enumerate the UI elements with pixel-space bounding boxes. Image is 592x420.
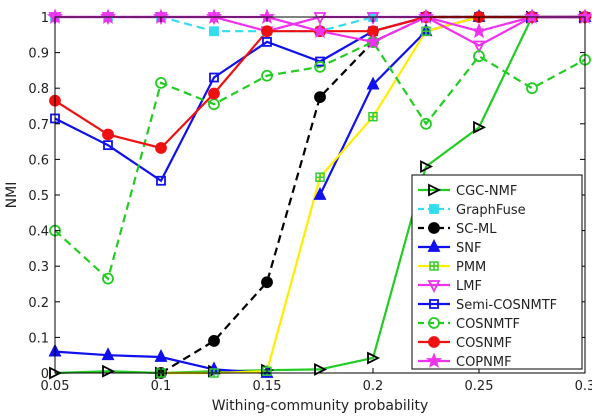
data-point-graphfuse [209, 26, 219, 37]
legend-marker-copnmf [425, 352, 443, 368]
legend-label-pmm: PMM [456, 260, 486, 275]
data-point-sc-ml [314, 91, 326, 103]
data-point-semi-cosnmtf [156, 175, 166, 186]
data-point-sc-ml [208, 335, 220, 347]
ticks-layer: 0.05 0.1 0.15 0.2 0.25 0.3 0 0.1 0.2 0.3 0.4 0.5 0.6… [28, 11, 592, 394]
data-point-semi-cosnmtf [262, 37, 272, 47]
y-tick-label: 0.8 [28, 82, 49, 97]
legend-marker-cgc-nmf [428, 183, 442, 197]
legend-marker-graphfuse [429, 204, 439, 214]
data-point-pmm [368, 111, 378, 122]
data-point-semi-cosnmtf [103, 140, 113, 151]
data-point-cosnmf [208, 87, 220, 100]
data-point-cosnmtf [314, 60, 326, 73]
legend-label-copnmf: COPNMF [456, 355, 512, 370]
data-point-pmm [315, 172, 325, 182]
y-axis-label: NMI [4, 182, 20, 209]
data-point-snf [313, 186, 327, 200]
data-point-cosnmf [261, 25, 273, 38]
legend: CGC-NMF GraphFuse SC-ML SNF PMM LMF Semi-COSNM… [411, 174, 583, 370]
data-point-snf [154, 348, 168, 362]
data-point-cgc-nmf [314, 362, 328, 376]
y-tick-label: 0.3 [28, 260, 49, 275]
data-point-copnmf [364, 33, 382, 49]
data-point-cosnmf [155, 142, 167, 154]
series-line-cgc-nmf [54, 15, 585, 375]
data-point-lmf [313, 12, 327, 26]
data-point-copnmf [417, 8, 435, 24]
x-tick-label: 0.25 [465, 379, 494, 394]
data-point-copnmf [523, 8, 541, 24]
y-tick-label: 0.7 [28, 118, 49, 133]
data-point-pmm [421, 26, 431, 36]
legend-label-graphfuse: GraphFuse [456, 203, 526, 218]
x-axis-label: Withing-community probability [212, 398, 429, 414]
x-tick-label: 0.15 [253, 379, 282, 394]
data-point-cgc-nmf [473, 120, 487, 134]
data-point-cosnmtf [261, 69, 273, 82]
y-tick-label: 0.4 [28, 225, 49, 240]
data-point-sc-ml [261, 276, 273, 289]
data-point-cosnmtf [526, 82, 538, 95]
x-tick-label: 0.1 [151, 379, 172, 394]
y-tick-label: 1 [41, 11, 49, 26]
y-tick-label: 0 [41, 367, 49, 382]
legend-label-lmf: LMF [456, 279, 482, 294]
data-point-copnmf [205, 8, 223, 24]
series-line-cosnmtf [54, 40, 586, 281]
legend-marker-cosnmf [428, 336, 440, 348]
data-point-lmf [472, 40, 486, 54]
data-point-cosnmtf [420, 117, 432, 130]
legend-marker-semi-cosnmtf [429, 299, 439, 309]
legend-label-sc-ml: SC-ML [456, 222, 497, 237]
data-point-cgc-nmf [420, 160, 434, 173]
data-point-cosnmf [102, 128, 114, 141]
legend-label-snf: SNF [456, 241, 481, 256]
x-tick-label: 0.05 [41, 379, 70, 394]
data-point-semi-cosnmtf [209, 72, 219, 83]
y-tick-label: 0.1 [28, 331, 49, 346]
data-point-cosnmtf [473, 50, 485, 63]
legend-label-semi-cosnmtf: Semi-COSNMTF [456, 298, 557, 313]
data-point-snf [101, 347, 115, 361]
legend-label-cgc-nmf: CGC-NMF [456, 184, 517, 199]
y-tick-label: 0.6 [28, 153, 49, 168]
data-point-copnmf [311, 22, 329, 39]
data-point-cgc-nmf [367, 351, 381, 365]
data-point-cosnmtf [102, 272, 114, 285]
data-point-cgc-nmf [102, 364, 116, 378]
x-tick-label: 0.3 [575, 379, 592, 394]
data-point-snf [366, 76, 380, 90]
y-tick-label: 0.2 [28, 296, 49, 311]
data-point-cosnmtf [155, 76, 167, 89]
y-tick-label: 0.5 [28, 189, 49, 204]
y-tick-label: 0.9 [28, 47, 49, 62]
legend-marker-pmm [429, 261, 439, 271]
data-point-copnmf [99, 8, 117, 24]
data-point-copnmf [470, 22, 488, 39]
legend-marker-cosnmtf [428, 317, 440, 329]
data-point-semi-cosnmtf [315, 56, 325, 67]
legend-marker-sc-ml [428, 222, 440, 234]
legend-box [411, 174, 583, 370]
data-point-lmf [366, 12, 380, 26]
legend-label-cosnmf: COSNMF [456, 336, 512, 351]
legend-marker-snf [427, 238, 441, 252]
legend-marker-lmf [427, 280, 441, 294]
legend-label-cosnmtf: COSNMTF [456, 317, 520, 332]
x-tick-label: 0.2 [363, 379, 384, 394]
